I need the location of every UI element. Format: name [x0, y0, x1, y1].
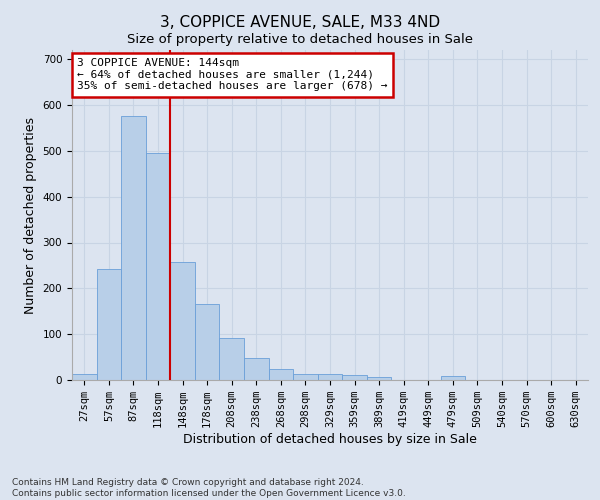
Text: 3, COPPICE AVENUE, SALE, M33 4ND: 3, COPPICE AVENUE, SALE, M33 4ND [160, 15, 440, 30]
Bar [170, 262, 195, 380]
Bar [195, 304, 220, 380]
Text: Size of property relative to detached houses in Sale: Size of property relative to detached ho… [127, 32, 473, 46]
Text: Contains HM Land Registry data © Crown copyright and database right 2024.
Contai: Contains HM Land Registry data © Crown c… [12, 478, 406, 498]
Bar [146, 153, 170, 380]
Bar [318, 374, 342, 380]
Bar [269, 368, 293, 380]
Bar [293, 374, 318, 380]
Bar [367, 377, 391, 380]
Bar [121, 116, 146, 380]
X-axis label: Distribution of detached houses by size in Sale: Distribution of detached houses by size … [183, 433, 477, 446]
Bar [440, 376, 465, 380]
Bar [220, 338, 244, 380]
Bar [72, 374, 97, 380]
Text: 3 COPPICE AVENUE: 144sqm
← 64% of detached houses are smaller (1,244)
35% of sem: 3 COPPICE AVENUE: 144sqm ← 64% of detach… [77, 58, 388, 92]
Bar [244, 358, 269, 380]
Bar [342, 376, 367, 380]
Bar [97, 268, 121, 380]
Y-axis label: Number of detached properties: Number of detached properties [24, 116, 37, 314]
